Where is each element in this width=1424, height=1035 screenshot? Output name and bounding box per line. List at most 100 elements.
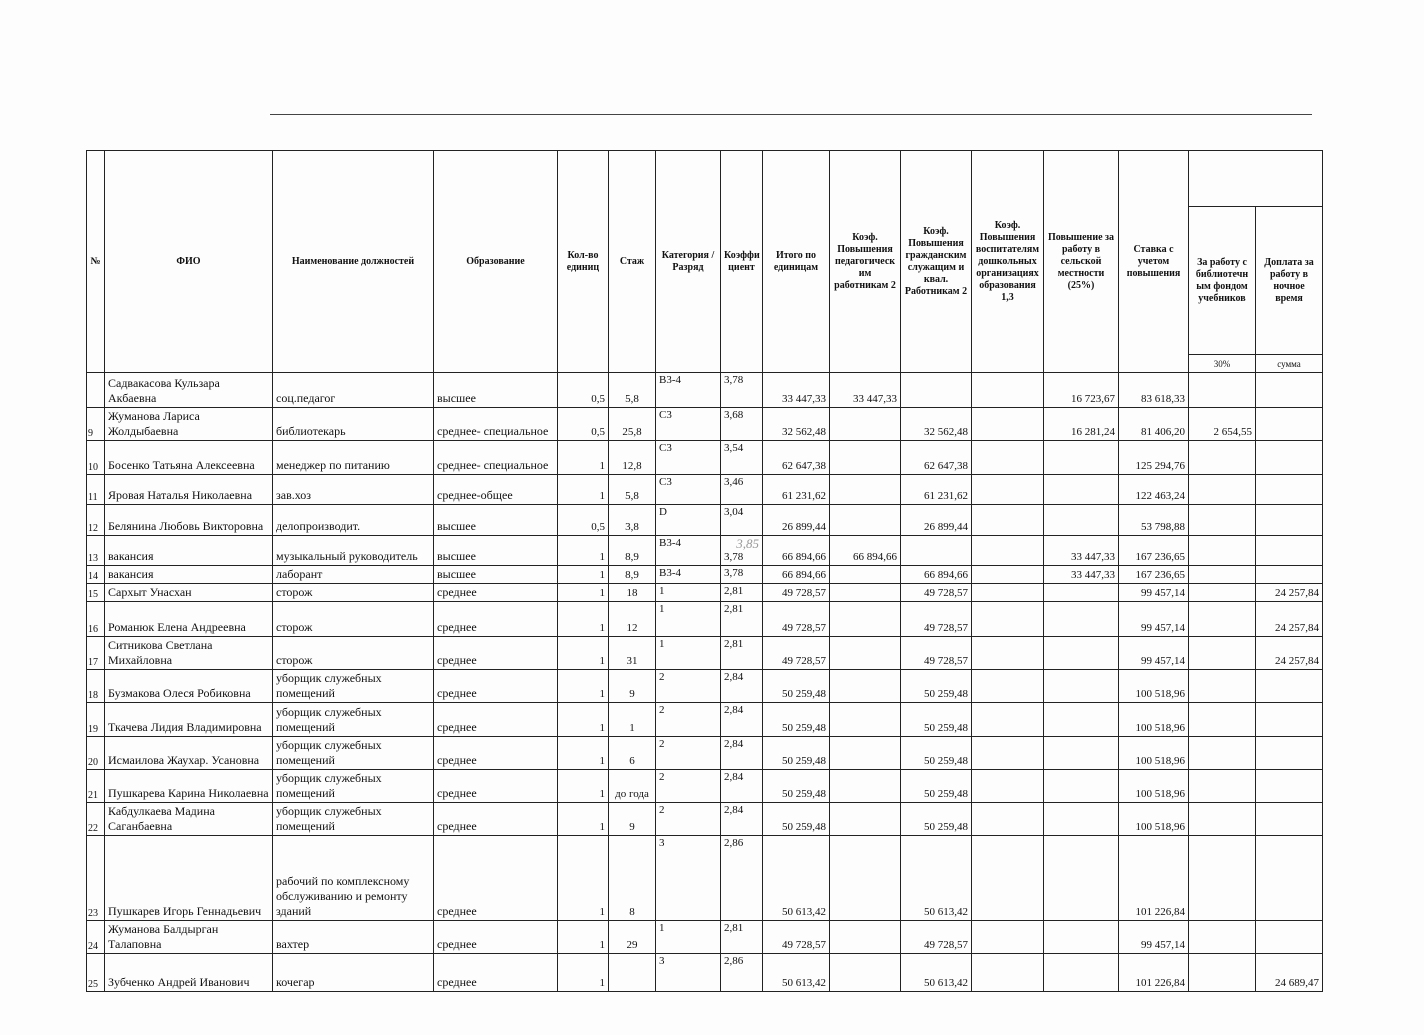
cell-num: 24 bbox=[86, 920, 105, 954]
cell-num: 9 bbox=[86, 407, 105, 441]
cell-stavka: 100 518,96 bbox=[1118, 669, 1189, 703]
cell-vosp bbox=[971, 702, 1044, 737]
cell-lib bbox=[1188, 802, 1256, 836]
table-row: 22 Кабдулкаева Мадина Саганбаевна уборщик … bbox=[86, 802, 1323, 836]
cell-num: 18 bbox=[86, 669, 105, 703]
cell-vosp bbox=[971, 440, 1044, 475]
cell-night: 24 689,47 bbox=[1255, 953, 1323, 992]
cell-units: 0,5 bbox=[557, 372, 609, 408]
cell-units: 1 bbox=[557, 736, 609, 770]
cell-night bbox=[1255, 920, 1323, 954]
cell-grazhd: 32 562,48 bbox=[900, 407, 972, 441]
cell-grazhd bbox=[900, 535, 972, 566]
cell-itogo: 50 259,48 bbox=[762, 736, 830, 770]
table-row: 23 Пушкарев Игорь Геннадьевич рабочий по к… bbox=[86, 835, 1323, 921]
cell-selsk bbox=[1043, 736, 1119, 770]
cell-grazhd: 61 231,62 bbox=[900, 474, 972, 505]
cell-fio: Зубченко Андрей Иванович bbox=[104, 953, 273, 992]
cell-fio: Ситникова Светлана Михайловна bbox=[104, 636, 273, 670]
cell-lib bbox=[1188, 565, 1256, 584]
cell-selsk: 16 723,67 bbox=[1043, 372, 1119, 408]
cell-position: библиотекарь bbox=[272, 407, 434, 441]
table-row: 13 вакансия музыкальный руководитель высшее… bbox=[86, 535, 1323, 566]
cell-ped bbox=[829, 601, 901, 637]
cell-num: 20 bbox=[86, 736, 105, 770]
cell-ped bbox=[829, 565, 901, 584]
cell-position: делопроизводит. bbox=[272, 504, 434, 536]
cell-coef: 2,84 bbox=[720, 802, 763, 836]
cell-education: среднее bbox=[433, 835, 558, 921]
cell-grazhd: 50 613,42 bbox=[900, 953, 972, 992]
cell-itogo: 50 259,48 bbox=[762, 802, 830, 836]
cell-fio: Романюк Елена Андреевна bbox=[104, 601, 273, 637]
cell-vosp bbox=[971, 736, 1044, 770]
cell-category: В3-4 bbox=[655, 565, 721, 584]
cell-coef: 3,78 bbox=[720, 372, 763, 408]
cell-num: 19 bbox=[86, 702, 105, 737]
cell-category: 1 bbox=[655, 583, 721, 602]
cell-fio: Сархыт Унасхан bbox=[104, 583, 273, 602]
cell-stavka: 83 618,33 bbox=[1118, 372, 1189, 408]
cell-vosp bbox=[971, 835, 1044, 921]
cell-stavka: 81 406,20 bbox=[1118, 407, 1189, 441]
cell-position: лаборант bbox=[272, 565, 434, 584]
cell-night bbox=[1255, 565, 1323, 584]
cell-selsk bbox=[1043, 440, 1119, 475]
cell-night: 24 257,84 bbox=[1255, 583, 1323, 602]
cell-category: D bbox=[655, 504, 721, 536]
col-night: Доплата за работу в ночное время bbox=[1255, 206, 1323, 355]
cell-ped bbox=[829, 802, 901, 836]
cell-vosp bbox=[971, 636, 1044, 670]
cell-ped bbox=[829, 920, 901, 954]
cell-stazh: 9 bbox=[608, 802, 656, 836]
cell-vosp bbox=[971, 669, 1044, 703]
cell-lib bbox=[1188, 535, 1256, 566]
cell-grazhd: 50 259,48 bbox=[900, 669, 972, 703]
cell-ped bbox=[829, 769, 901, 803]
table-row: 9 Жуманова Лариса Жолдыбаевна библиотекарь… bbox=[86, 407, 1323, 441]
cell-education: среднее bbox=[433, 702, 558, 737]
cell-units: 1 bbox=[557, 802, 609, 836]
cell-lib bbox=[1188, 702, 1256, 737]
page-top-rule bbox=[270, 114, 1312, 115]
cell-stazh: 9 bbox=[608, 669, 656, 703]
cell-night bbox=[1255, 407, 1323, 441]
table-header: № ФИО Наименование должностей Образовани… bbox=[86, 150, 1323, 373]
cell-position: сторож bbox=[272, 583, 434, 602]
cell-ped bbox=[829, 474, 901, 505]
cell-ped bbox=[829, 702, 901, 737]
cell-units: 1 bbox=[557, 601, 609, 637]
cell-category: 1 bbox=[655, 636, 721, 670]
staff-salary-table: № ФИО Наименование должностей Образовани… bbox=[86, 150, 1323, 992]
cell-units: 1 bbox=[557, 920, 609, 954]
cell-grazhd: 66 894,66 bbox=[900, 565, 972, 584]
col-position: Наименование должностей bbox=[272, 150, 434, 373]
cell-category: 3 bbox=[655, 953, 721, 992]
cell-position: соц.педагог bbox=[272, 372, 434, 408]
cell-ped bbox=[829, 583, 901, 602]
cell-selsk bbox=[1043, 920, 1119, 954]
cell-position: рабочий по комплексному обслуживанию и р… bbox=[272, 835, 434, 921]
cell-coef: 2,86 bbox=[720, 953, 763, 992]
handwritten-note: 3,85 bbox=[736, 536, 759, 551]
cell-itogo: 49 728,57 bbox=[762, 583, 830, 602]
cell-vosp bbox=[971, 565, 1044, 584]
col-num: № bbox=[86, 150, 105, 373]
cell-itogo: 26 899,44 bbox=[762, 504, 830, 536]
cell-grazhd: 49 728,57 bbox=[900, 601, 972, 637]
cell-selsk bbox=[1043, 583, 1119, 602]
cell-education: высшее bbox=[433, 565, 558, 584]
cell-units: 0,5 bbox=[557, 407, 609, 441]
cell-selsk bbox=[1043, 835, 1119, 921]
cell-stavka: 167 236,65 bbox=[1118, 565, 1189, 584]
cell-category: С3 bbox=[655, 440, 721, 475]
cell-night bbox=[1255, 440, 1323, 475]
col-grazhd: Коэф. Повышения гражданским служащим и к… bbox=[900, 150, 972, 373]
cell-selsk: 33 447,33 bbox=[1043, 565, 1119, 584]
cell-lib bbox=[1188, 835, 1256, 921]
col-coef: Коэффи циент bbox=[720, 150, 763, 373]
cell-fio: Босенко Татьяна Алексеевна bbox=[104, 440, 273, 475]
cell-category: 2 bbox=[655, 802, 721, 836]
cell-category: В3-4 bbox=[655, 535, 721, 566]
cell-stavka: 99 457,14 bbox=[1118, 920, 1189, 954]
